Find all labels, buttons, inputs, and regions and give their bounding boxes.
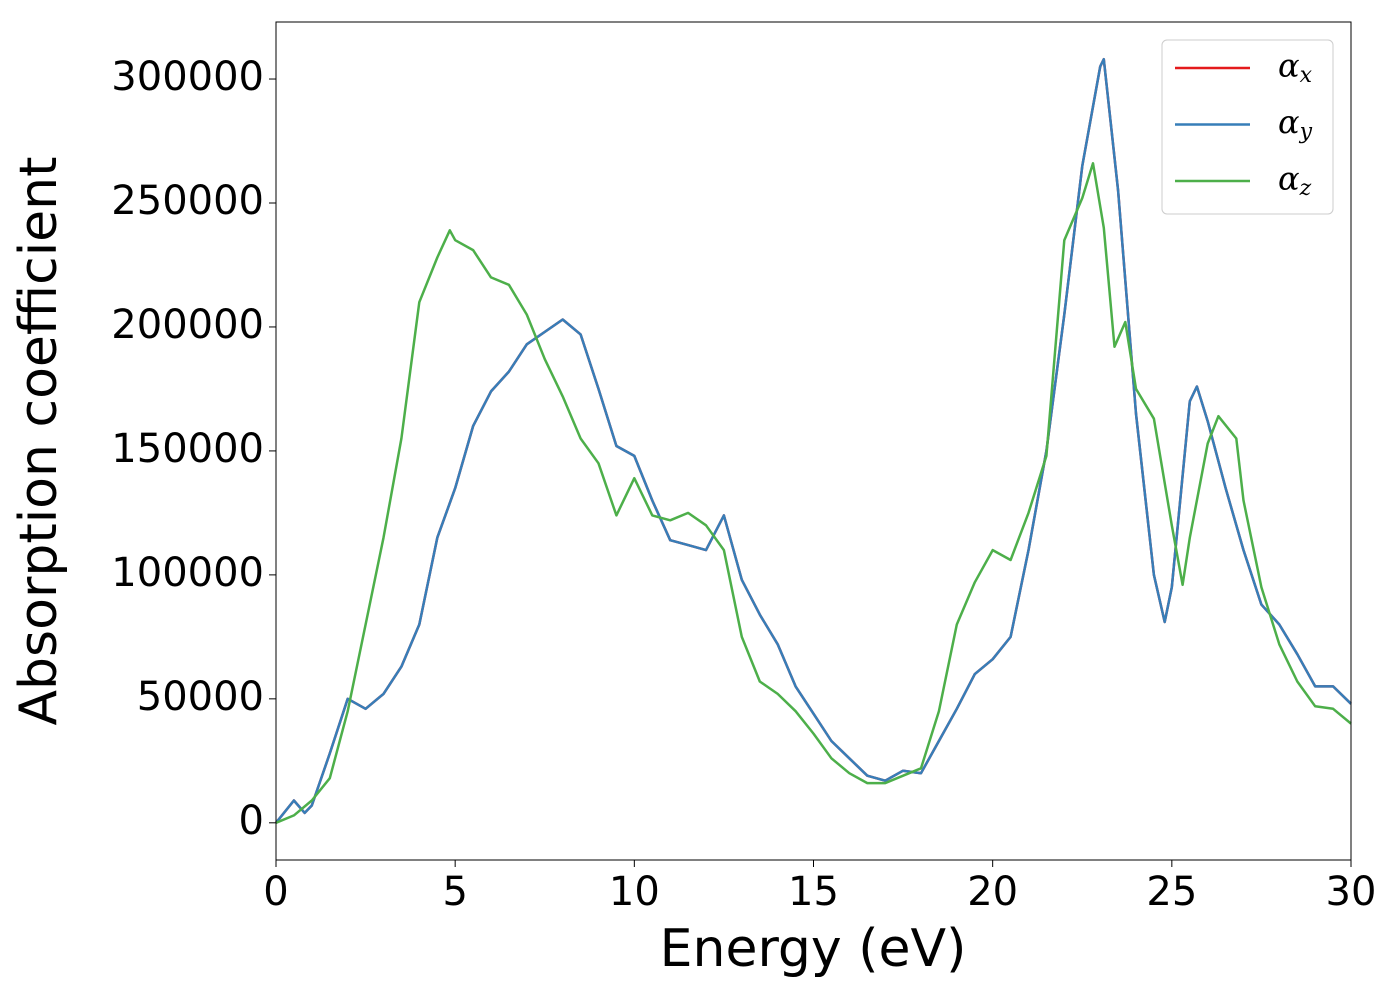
series-line xyxy=(275,162,1352,824)
y-tick-label: 250000 xyxy=(111,178,264,224)
legend-box xyxy=(1161,39,1334,215)
x-tick-label: 10 xyxy=(609,869,660,915)
y-tick-label: 200000 xyxy=(111,302,264,348)
x-tick-label: 15 xyxy=(788,869,839,915)
x-tick-label: 20 xyxy=(967,869,1018,915)
x-tick-label: 0 xyxy=(263,869,288,915)
plot-frame xyxy=(275,21,1352,861)
x-tick-label: 30 xyxy=(1326,869,1377,915)
y-tick-label: 150000 xyxy=(111,426,264,472)
x-tick-label: 25 xyxy=(1146,869,1197,915)
series-line xyxy=(275,57,1352,824)
x-axis-label: Energy (eV) xyxy=(660,919,967,979)
y-axis-label: Absorption coefficient xyxy=(9,156,69,725)
y-tick-label: 100000 xyxy=(111,550,264,596)
y-tick-label: 300000 xyxy=(111,54,264,100)
y-tick-label: 50000 xyxy=(137,674,264,720)
x-tick-label: 5 xyxy=(442,869,467,915)
y-tick-label: 0 xyxy=(239,798,264,844)
